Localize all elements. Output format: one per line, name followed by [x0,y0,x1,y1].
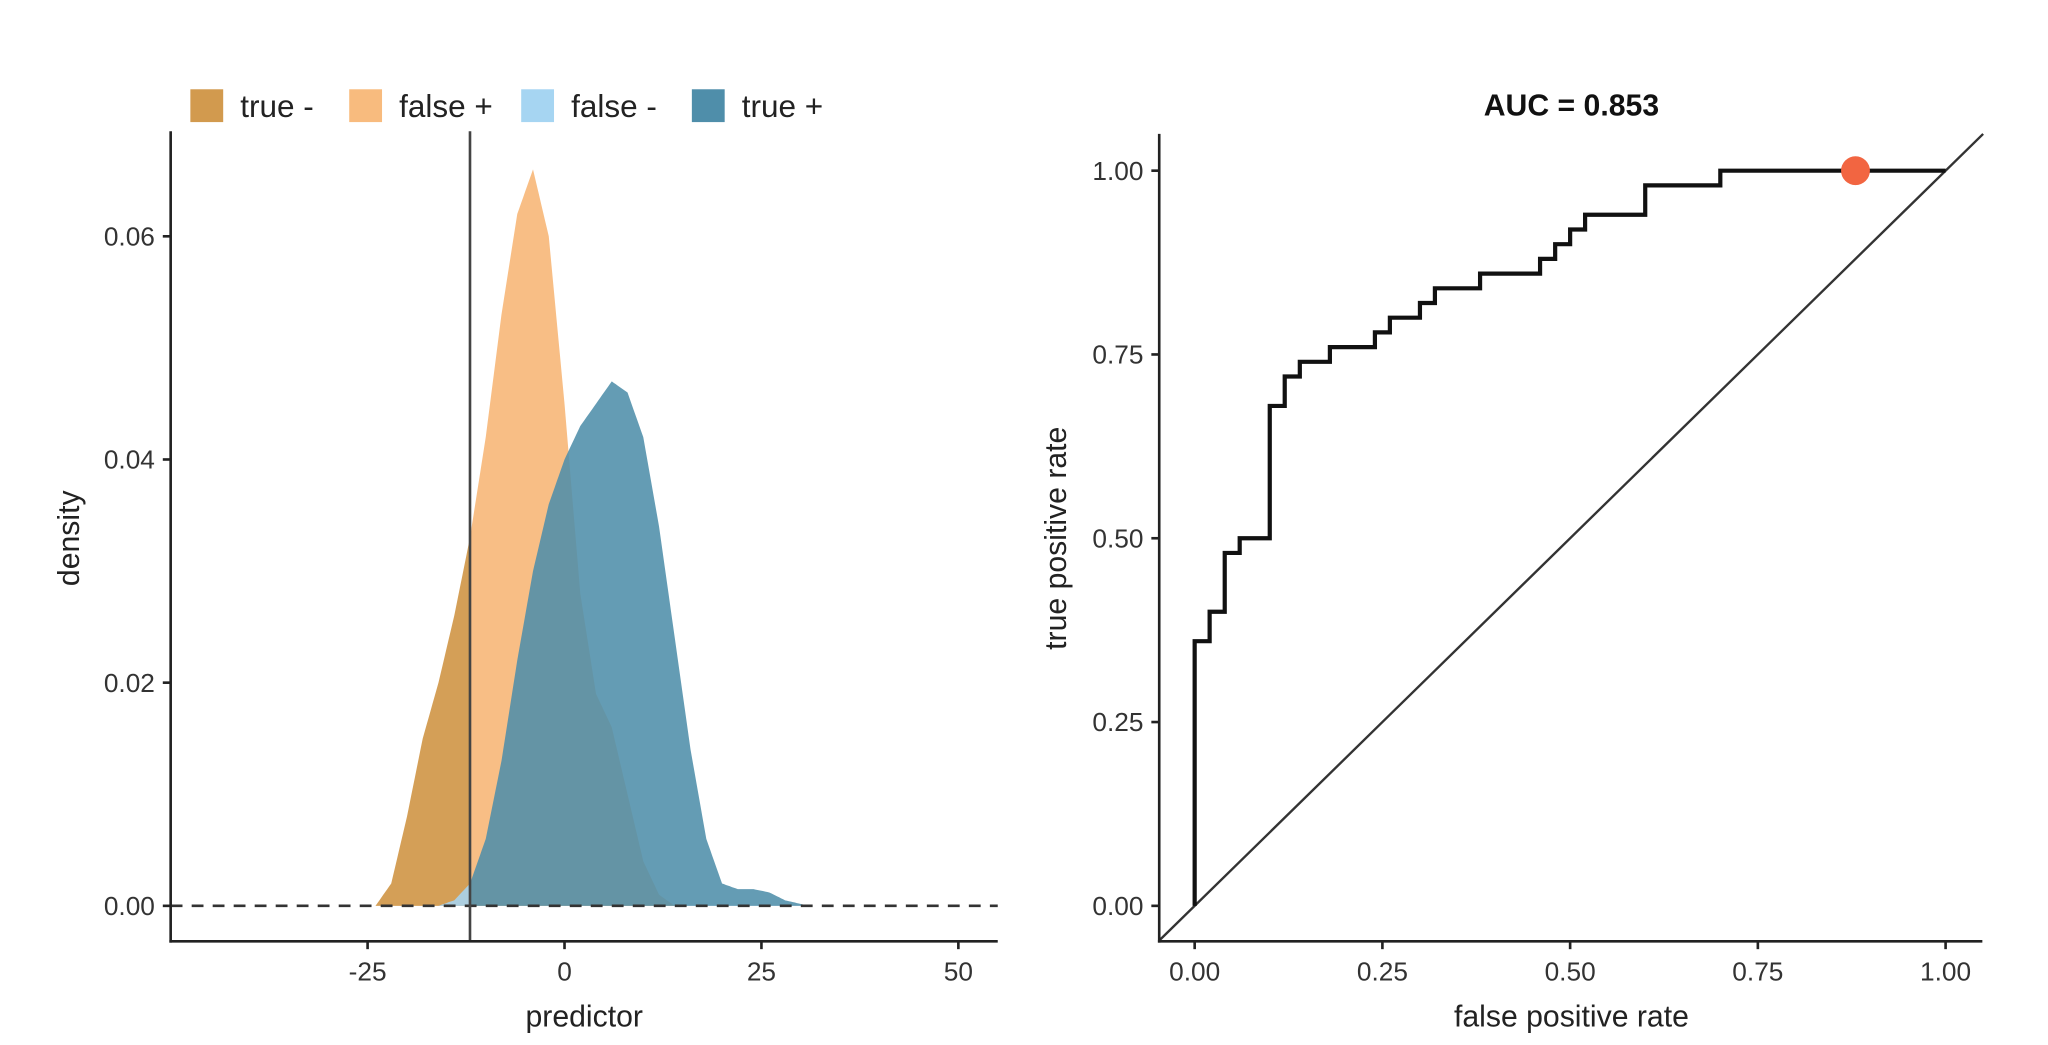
y-tick-label: 0.75 [1092,340,1143,370]
legend-swatch [349,89,383,123]
reference-diagonal [1158,133,1984,942]
legend-swatch [190,89,224,123]
area-true-pos [469,381,809,906]
y-tick-label: 0.25 [1092,707,1143,737]
legend-label: true - [240,88,314,124]
y-tick-label: 0.04 [104,445,155,475]
x-tick-label: 1.00 [1920,957,1971,987]
legend-label: false + [399,88,493,124]
roc-plot: AUC = 0.853 0.00 0.25 0.50 0.75 1.00 0.00 0.25… [1040,90,1984,1034]
x-tick-label: 0.75 [1732,957,1783,987]
y-axis-label: true positive rate [1040,427,1073,650]
density-areas [375,169,809,906]
x-tick-label: 50 [944,957,973,987]
x-axis-label: false positive rate [1454,1001,1689,1034]
area-false-neg [438,883,470,906]
legend-item: false - [521,88,657,124]
x-tick-label: 0.25 [1357,957,1408,987]
legend-item: true - [190,88,314,124]
axis-ticks: 0.00 0.25 0.50 0.75 1.00 0.00 0.25 0.50 0.75 1.00 [1092,156,1971,987]
legend-item: false + [349,88,493,124]
x-tick-label: 0 [557,957,572,987]
y-tick-label: 0.06 [104,221,155,251]
legend: true - false + false - true + [190,88,823,124]
roc-curve [1192,168,1946,906]
y-axis-label: density [53,490,86,587]
axis-ticks: -25 0 25 50 0.00 0.02 0.04 0.06 [104,221,973,986]
legend-label: true + [742,88,823,124]
y-tick-label: 0.00 [1092,891,1143,921]
x-tick-label: 0.50 [1545,957,1596,987]
y-tick-label: 0.50 [1092,523,1143,553]
legend-swatch [521,89,555,123]
y-tick-label: 0.00 [104,891,155,921]
y-tick-label: 1.00 [1092,156,1143,186]
x-tick-label: 0.00 [1169,957,1220,987]
legend-label: false - [571,88,657,124]
y-tick-label: 0.02 [104,668,155,698]
optimal-threshold-point [1841,156,1870,186]
x-tick-label: -25 [349,957,387,987]
area-true-neg [375,537,470,906]
density-plot: true - false + false - true + -25 0 25 50 0.00 0… [53,88,998,1034]
x-tick-label: 25 [747,957,776,987]
legend-item: true + [691,88,823,124]
chart-title: AUC = 0.853 [1484,90,1659,123]
x-axis-label: predictor [525,1001,642,1034]
legend-swatch [691,89,725,123]
